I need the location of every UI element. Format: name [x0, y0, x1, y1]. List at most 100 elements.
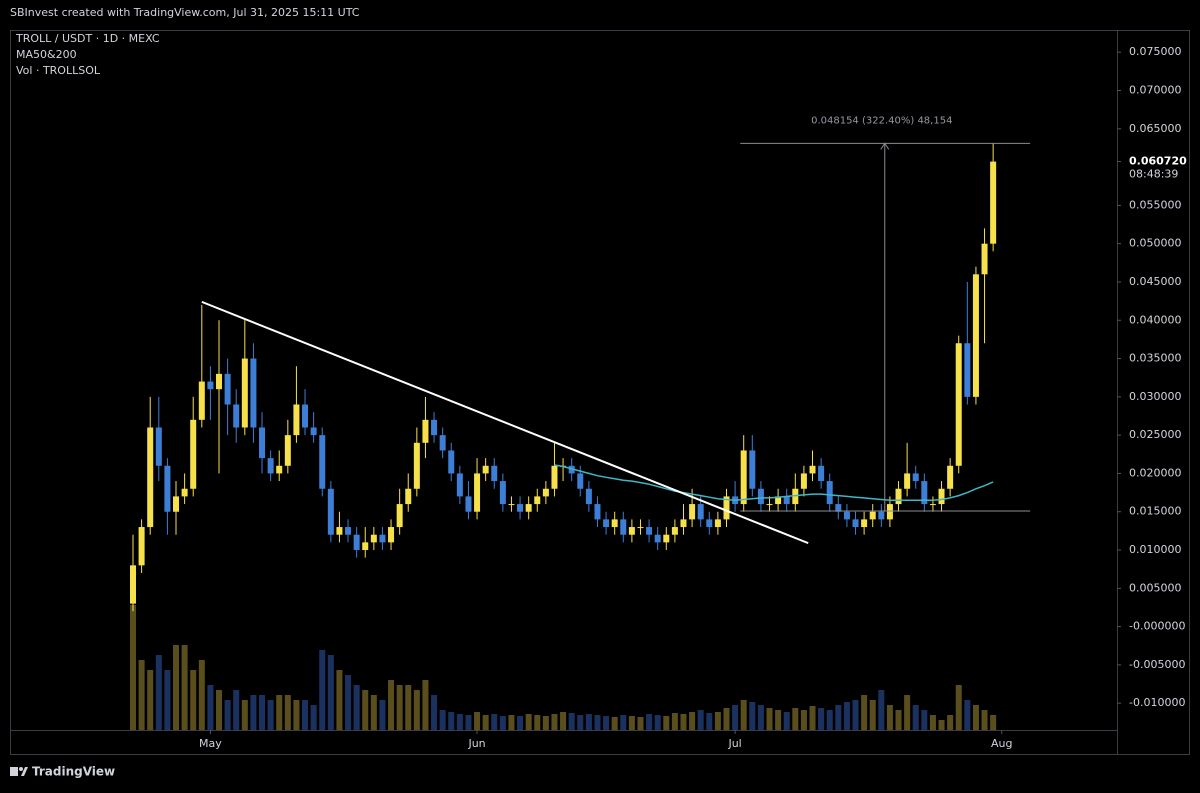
candle-body — [637, 527, 644, 529]
logo-mark — [21, 767, 28, 776]
candle-body — [259, 427, 266, 459]
volume-bar — [336, 670, 343, 730]
candle-body — [594, 504, 601, 520]
candle-body — [895, 488, 902, 505]
volume-bar — [947, 715, 954, 730]
volume-bar — [370, 695, 377, 730]
candle-body — [224, 373, 231, 405]
candle-body — [422, 419, 429, 443]
volume-bar — [714, 712, 721, 730]
candle-body — [869, 511, 876, 520]
volume-bar — [646, 714, 653, 730]
volume-bar — [250, 695, 257, 730]
volume-bar — [886, 705, 893, 730]
y-tick-label: 0.030000 — [1129, 390, 1182, 403]
logo-mark — [10, 767, 18, 776]
volume-bar — [757, 705, 764, 730]
candle-body — [362, 542, 369, 551]
candle-body — [783, 496, 790, 505]
candle-body — [396, 504, 403, 528]
candle-body — [155, 427, 162, 466]
volume-bar — [379, 700, 386, 730]
y-tick-label: 0.075000 — [1129, 45, 1182, 58]
candle-body — [723, 496, 730, 520]
volume-bar — [826, 710, 833, 730]
y-tick-label: 0.035000 — [1129, 352, 1182, 365]
volume-bar — [293, 700, 300, 730]
y-tick-label: 0.025000 — [1129, 428, 1182, 441]
volume-bar — [663, 716, 670, 730]
candle-body — [835, 504, 842, 512]
volume-bar — [439, 710, 446, 730]
volume-bar — [207, 685, 214, 730]
volume-bar — [431, 695, 438, 730]
candle-body — [198, 381, 205, 420]
countdown-label: 08:48:39 — [1129, 168, 1178, 181]
volume-bar — [740, 700, 747, 730]
volume-bar — [216, 690, 223, 730]
candle-body — [972, 274, 979, 397]
candle-body — [585, 488, 592, 505]
candle-body — [697, 504, 704, 520]
candle-body — [671, 527, 678, 535]
volume-bar — [869, 700, 876, 730]
candle-body — [241, 358, 248, 428]
candle-body — [388, 527, 395, 543]
candle-body — [216, 373, 223, 390]
candle-body — [448, 450, 455, 474]
volume-bar — [861, 695, 868, 730]
y-tick-label: 0.050000 — [1129, 237, 1182, 250]
volume-bar — [637, 717, 644, 730]
volume-bar — [895, 710, 902, 730]
y-tick-label: 0.005000 — [1129, 581, 1182, 594]
volume-bar — [792, 708, 799, 730]
logo-mark — [19, 767, 23, 771]
candle-body — [138, 527, 145, 566]
candle-body — [775, 496, 782, 505]
candle-body — [302, 404, 309, 428]
volume-bar — [964, 700, 971, 730]
candle-body — [886, 504, 893, 520]
candle-body — [990, 161, 997, 244]
candle-body — [147, 427, 154, 528]
volume-bar — [147, 670, 154, 730]
volume-bar — [654, 715, 661, 730]
volume-bar — [508, 715, 515, 730]
volume-bar — [912, 705, 919, 730]
volume-bar — [628, 716, 635, 730]
candle-body — [439, 435, 446, 451]
candle-body — [714, 519, 721, 528]
volume-bar — [955, 685, 962, 730]
candle-body — [164, 465, 171, 512]
volume-bar — [267, 700, 274, 730]
x-tick-label: Jul — [727, 737, 741, 750]
volume-bar — [155, 655, 162, 730]
volume-bar — [843, 702, 850, 730]
candle-body — [207, 381, 214, 390]
volume-bar — [138, 660, 145, 730]
candle-body — [818, 465, 825, 482]
candle-body — [800, 473, 807, 489]
volume-bar — [929, 715, 936, 730]
x-tick-label: Aug — [991, 737, 1012, 750]
volume-bar — [517, 716, 524, 730]
volume-bar — [972, 705, 979, 730]
candle-body — [431, 419, 438, 436]
volume-bar — [568, 713, 575, 730]
volume-bar — [800, 710, 807, 730]
volume-bar — [181, 645, 188, 730]
candle-body — [689, 504, 696, 520]
y-tick-label: -0.000000 — [1129, 620, 1185, 633]
volume-bar — [448, 712, 455, 730]
candle-body — [921, 481, 928, 505]
candle-body — [379, 534, 386, 543]
footer-brand: TradingView — [32, 765, 115, 779]
candle-body — [628, 527, 635, 535]
volume-bar — [990, 715, 997, 730]
volume-bar — [732, 705, 739, 730]
volume-bar — [388, 680, 395, 730]
volume-bar — [130, 605, 136, 730]
candle-body — [912, 473, 919, 482]
candle-body — [706, 519, 713, 528]
volume-bar — [302, 700, 309, 730]
